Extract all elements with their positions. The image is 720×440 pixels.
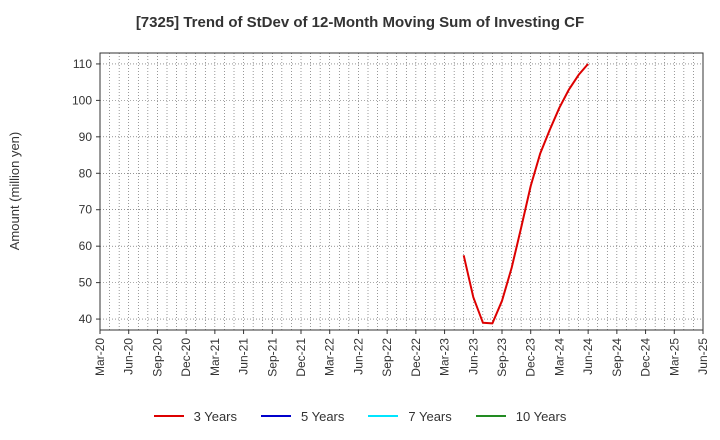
x-tick-label: Jun-22 bbox=[351, 338, 365, 375]
y-tick-label: 100 bbox=[72, 93, 92, 107]
x-tick-label: Jun-20 bbox=[122, 338, 136, 375]
x-tick-label: Jun-23 bbox=[466, 338, 480, 375]
x-tick-label: Sep-20 bbox=[150, 338, 164, 377]
x-tick-label: Sep-21 bbox=[265, 338, 279, 377]
x-tick-label: Mar-25 bbox=[667, 338, 681, 376]
x-tick-label: Jun-21 bbox=[237, 338, 251, 375]
plot-frame bbox=[99, 52, 704, 331]
x-tick-label: Mar-22 bbox=[323, 338, 337, 376]
legend-swatch bbox=[261, 415, 291, 417]
y-tick-label: 60 bbox=[79, 239, 93, 253]
chart-title: [7325] Trend of StDev of 12-Month Moving… bbox=[135, 14, 585, 31]
y-tick-label: 110 bbox=[73, 57, 92, 71]
y-tick-label: 80 bbox=[79, 166, 93, 180]
legend-label: 10 Years bbox=[515, 408, 567, 424]
series-line-3-years bbox=[462, 63, 589, 325]
legend-swatch bbox=[153, 415, 184, 417]
legend-swatch bbox=[475, 415, 506, 417]
y-tick-label: 50 bbox=[79, 276, 93, 290]
x-tick-label: Sep-24 bbox=[610, 338, 624, 377]
y-tick-label: 40 bbox=[79, 312, 93, 326]
x-tick-label: Sep-22 bbox=[380, 338, 394, 377]
legend: 3 Years 5 Years 7 Years 10 Years bbox=[0, 406, 720, 426]
legend-label: 7 Years bbox=[408, 408, 452, 424]
y-tick-label: 90 bbox=[79, 130, 93, 144]
axis-layer: 40 50 60 70 80 90 100 110 Mar-20 Jun-20 Sep-20 Dec-… bbox=[72, 52, 710, 377]
x-tick-label: Mar-20 bbox=[93, 338, 107, 376]
x-tick-label: Dec-22 bbox=[409, 338, 423, 377]
y-tick-label: 70 bbox=[79, 203, 93, 217]
x-tick-label: Dec-24 bbox=[639, 338, 653, 377]
legend-item-5-years: 5 Years bbox=[261, 409, 344, 424]
legend-item-10-years: 10 Years bbox=[475, 408, 567, 424]
x-tick-label: Mar-23 bbox=[438, 338, 452, 376]
legend-swatch bbox=[368, 415, 399, 417]
x-tick-label: Mar-21 bbox=[208, 338, 222, 376]
x-tick-label: Sep-23 bbox=[495, 338, 509, 377]
legend-item-7-years: 7 Years bbox=[368, 408, 452, 424]
series-layer bbox=[462, 63, 589, 325]
x-tick-label: Dec-23 bbox=[524, 338, 538, 377]
y-axis-title: Amount (million yen) bbox=[7, 132, 22, 251]
legend-item-3-years: 3 Years bbox=[153, 408, 237, 424]
legend-label: 3 Years bbox=[193, 408, 237, 424]
x-tick-label: Jun-25 bbox=[696, 338, 710, 375]
x-tick-label: Jun-24 bbox=[581, 338, 595, 375]
grid-layer bbox=[100, 53, 703, 330]
x-tick-label: Mar-24 bbox=[552, 338, 566, 376]
x-tick-label: Dec-20 bbox=[179, 338, 193, 377]
x-tick-label: Dec-21 bbox=[294, 338, 308, 377]
legend-label: 5 Years bbox=[301, 408, 345, 424]
